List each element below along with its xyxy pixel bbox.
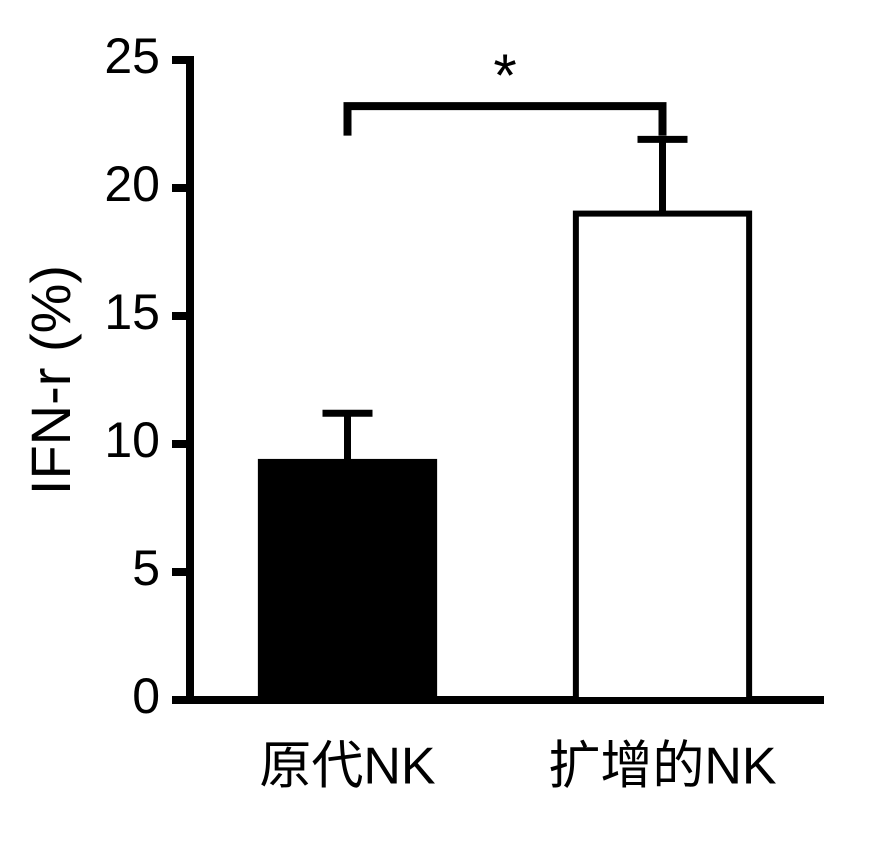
y-tick-label: 15: [104, 284, 160, 340]
y-tick-label: 25: [104, 28, 160, 84]
significance-marker: *: [493, 42, 516, 109]
y-tick-label: 20: [104, 156, 160, 212]
y-axis-label: IFN-r (%): [19, 265, 82, 495]
bar: [576, 214, 749, 700]
y-tick-label: 0: [132, 668, 160, 724]
category-label: 扩增的NK: [548, 738, 777, 796]
category-label: 原代NK: [259, 738, 436, 796]
bar-chart: 0 5 10 15 20 25 IFN-r (%) 原代NK 扩增的NK *: [0, 0, 887, 843]
y-tick-label: 5: [132, 540, 160, 596]
bar: [261, 462, 434, 700]
chart-svg: 0 5 10 15 20 25 IFN-r (%) 原代NK 扩增的NK *: [0, 0, 887, 843]
y-tick-label: 10: [104, 412, 160, 468]
